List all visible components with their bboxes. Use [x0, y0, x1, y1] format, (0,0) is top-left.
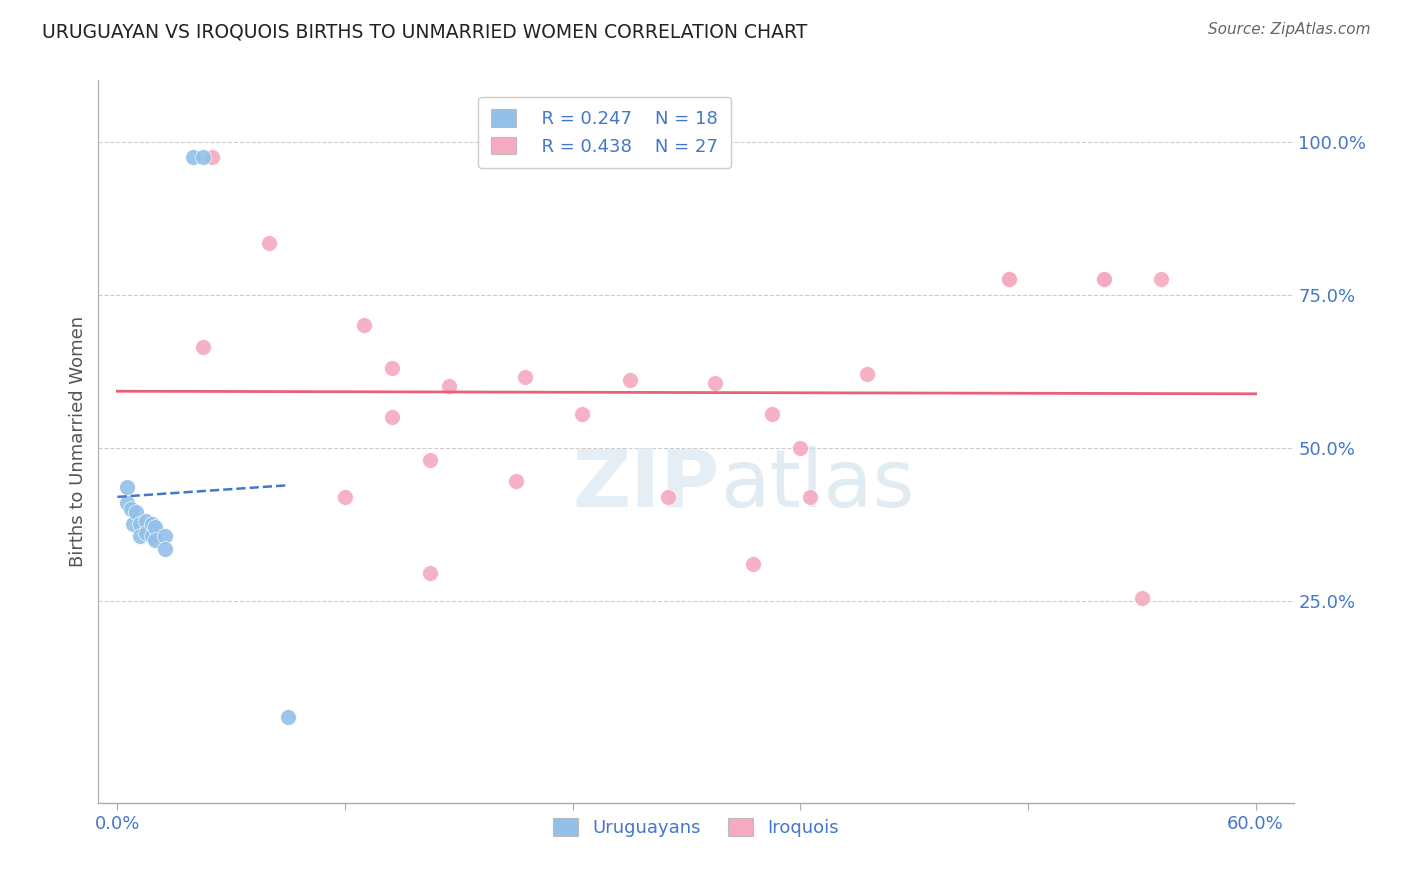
Point: [333, 490, 356, 504]
Text: ZIP: ZIP: [572, 446, 720, 524]
Point: [657, 490, 679, 504]
Point: [998, 272, 1021, 286]
Point: [761, 407, 783, 421]
Point: [619, 373, 641, 387]
Point: [153, 541, 176, 556]
Point: [115, 496, 138, 510]
Point: [381, 361, 404, 376]
Point: [741, 557, 763, 571]
Point: [120, 502, 142, 516]
Point: [1130, 591, 1153, 605]
Point: [125, 505, 148, 519]
Point: [121, 517, 143, 532]
Point: [515, 370, 537, 384]
Point: [201, 150, 224, 164]
Point: [1092, 272, 1115, 286]
Point: [277, 710, 299, 724]
Point: [571, 407, 593, 421]
Point: [141, 517, 163, 532]
Point: [353, 318, 375, 333]
Text: atlas: atlas: [720, 446, 914, 524]
Point: [181, 150, 204, 164]
Point: [419, 566, 441, 581]
Point: [789, 441, 811, 455]
Point: [115, 480, 138, 494]
Point: [141, 529, 163, 543]
Point: [143, 533, 166, 547]
Point: [153, 529, 176, 543]
Point: [1092, 272, 1115, 286]
Point: [799, 490, 821, 504]
Point: [191, 150, 214, 164]
Y-axis label: Births to Unmarried Women: Births to Unmarried Women: [69, 316, 87, 567]
Point: [998, 272, 1021, 286]
Point: [129, 517, 152, 532]
Point: [505, 475, 527, 489]
Text: Source: ZipAtlas.com: Source: ZipAtlas.com: [1208, 22, 1371, 37]
Text: URUGUAYAN VS IROQUOIS BIRTHS TO UNMARRIED WOMEN CORRELATION CHART: URUGUAYAN VS IROQUOIS BIRTHS TO UNMARRIE…: [42, 22, 807, 41]
Point: [191, 340, 214, 354]
Point: [439, 379, 461, 393]
Point: [257, 235, 280, 250]
Legend: Uruguayans, Iroquois: Uruguayans, Iroquois: [541, 807, 851, 848]
Point: [1150, 272, 1173, 286]
Point: [129, 529, 152, 543]
Point: [855, 367, 877, 381]
Point: [381, 410, 404, 425]
Point: [143, 520, 166, 534]
Point: [703, 376, 725, 391]
Point: [135, 526, 157, 541]
Point: [135, 514, 157, 528]
Point: [419, 453, 441, 467]
